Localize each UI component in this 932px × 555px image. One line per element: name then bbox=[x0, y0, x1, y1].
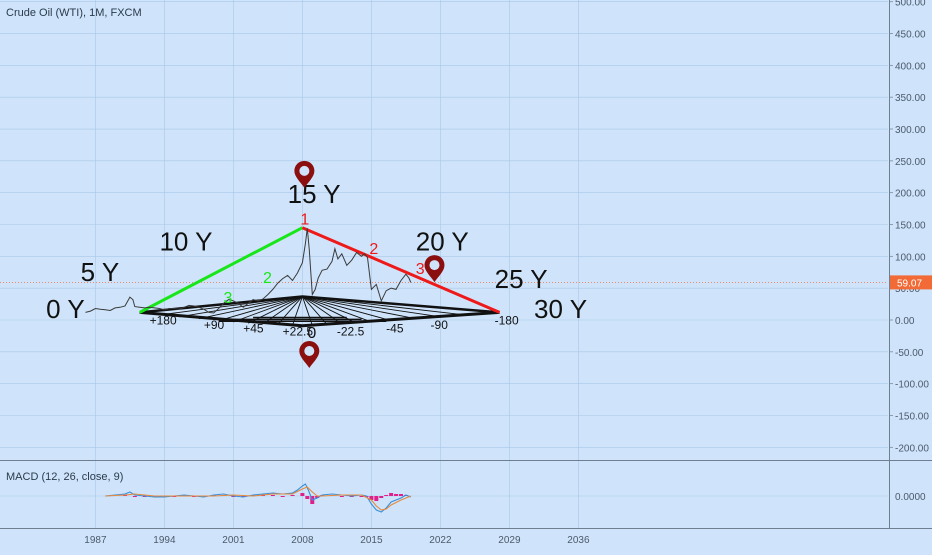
annotation-label: 0 bbox=[307, 325, 316, 342]
annotation-label: -90 bbox=[431, 318, 449, 332]
fan-ray bbox=[302, 296, 441, 318]
y-tick-label: -150.00 bbox=[895, 411, 929, 422]
symbol-title: Crude Oil (WTI), 1M, FXCM bbox=[6, 7, 142, 19]
annotation-label: 5 Y bbox=[81, 257, 120, 287]
x-tick-label: 1987 bbox=[84, 535, 107, 546]
macd-histogram-bar bbox=[359, 496, 364, 497]
annotation-label: +90 bbox=[204, 318, 225, 332]
y-tick-label: -100.00 bbox=[895, 380, 929, 391]
annotation-label: -45 bbox=[386, 322, 404, 336]
price-line bbox=[85, 228, 412, 314]
macd-histogram-bar bbox=[369, 496, 374, 500]
y-tick-label: 250.00 bbox=[895, 157, 926, 168]
macd-histogram-bar bbox=[398, 494, 403, 496]
fan-lower-edge bbox=[139, 310, 500, 328]
last-price-text: 59.07 bbox=[897, 278, 922, 289]
y-tick-label: 100.00 bbox=[895, 252, 926, 263]
pin-hole bbox=[304, 346, 315, 357]
annotation-label: +22.5 bbox=[283, 324, 314, 338]
annotation-label: +45 bbox=[243, 322, 264, 336]
macd-histogram-bar bbox=[389, 493, 394, 496]
y-tick-label: -200.00 bbox=[895, 443, 929, 454]
y-tick-label: 450.00 bbox=[895, 30, 926, 41]
y-tick-label: 350.00 bbox=[895, 93, 926, 104]
grid-lines bbox=[0, 0, 888, 528]
macd-histogram-bar bbox=[315, 496, 320, 498]
x-tick-label: 2015 bbox=[360, 535, 383, 546]
y-tick-label: -50.00 bbox=[895, 348, 924, 359]
annotation-label: 20 Y bbox=[416, 227, 469, 257]
fan-ray bbox=[302, 296, 372, 323]
pin-hole bbox=[299, 165, 310, 176]
macd-histogram-bar bbox=[270, 495, 275, 496]
annotation-label: 15 Y bbox=[288, 179, 341, 209]
drawing-overlays bbox=[139, 226, 501, 328]
y-tick-label: 300.00 bbox=[895, 125, 926, 136]
macd-histogram-bar bbox=[132, 496, 137, 497]
fan-ray bbox=[179, 296, 303, 318]
x-tick-label: 2029 bbox=[498, 535, 521, 546]
price-series bbox=[85, 228, 412, 314]
green-trend-line bbox=[139, 226, 304, 314]
red-trend-line bbox=[301, 226, 501, 314]
y-tick-label: 500.00 bbox=[895, 0, 926, 9]
location-pin-icon bbox=[294, 160, 315, 188]
annotation-label: 3 bbox=[416, 261, 425, 278]
fan-ray bbox=[292, 296, 303, 326]
fan-ray bbox=[198, 296, 303, 320]
macd-y-tick-label: 0.0000 bbox=[895, 492, 926, 503]
annotations: 0 Y 5 Y 10 Y 15 Y 20 Y 25 Y30 Y +180 +90 +45 +22.… bbox=[46, 160, 587, 369]
fan-ray bbox=[302, 296, 416, 320]
macd-histogram-bar bbox=[379, 496, 384, 498]
macd-label: MACD (12, 26, close, 9) bbox=[6, 471, 123, 483]
y-tick-label: 150.00 bbox=[895, 221, 926, 232]
macd-line bbox=[105, 483, 412, 513]
y-tick-label: 400.00 bbox=[895, 61, 926, 72]
annotation-label: 3 bbox=[224, 290, 233, 307]
annotation-label: 2 bbox=[369, 241, 378, 258]
macd-histogram-bar bbox=[305, 496, 310, 499]
macd-histogram-bar bbox=[339, 496, 344, 497]
fan-ray bbox=[302, 296, 392, 322]
annotation-label: 1 bbox=[300, 212, 309, 229]
fan-ray bbox=[218, 296, 303, 322]
macd-pane bbox=[105, 483, 412, 513]
pin-hole bbox=[429, 260, 440, 271]
macd-histogram-bar bbox=[290, 495, 295, 496]
x-tick-label: 2036 bbox=[567, 535, 590, 546]
location-pin-icon bbox=[299, 341, 320, 369]
y-tick-label: 50.00 bbox=[895, 284, 920, 295]
annotation-label: 2 bbox=[263, 270, 272, 287]
fan-upper-edge bbox=[139, 295, 500, 314]
annotation-label: -180 bbox=[495, 313, 519, 327]
macd-histogram-bar bbox=[384, 495, 389, 496]
macd-histogram-bar bbox=[280, 496, 285, 497]
macd-histogram-bar bbox=[394, 494, 399, 496]
last-price-badge bbox=[890, 275, 932, 290]
y-tick-label: 0.00 bbox=[895, 316, 915, 327]
macd-histogram-bar bbox=[374, 496, 379, 501]
annotation-label: +180 bbox=[150, 313, 177, 327]
annotation-label: 0 Y bbox=[46, 294, 85, 324]
x-tick-label: 2008 bbox=[291, 535, 314, 546]
annotation-label: 25 Y bbox=[495, 264, 548, 294]
signal-line bbox=[105, 486, 412, 511]
macd-histogram-bar bbox=[300, 493, 305, 496]
x-tick-label: 1994 bbox=[153, 535, 176, 546]
x-tick-label: 2001 bbox=[222, 535, 245, 546]
location-pin-icon bbox=[424, 255, 445, 283]
x-tick-label: 2022 bbox=[429, 535, 452, 546]
annotation-label: -22.5 bbox=[337, 324, 365, 338]
fan-ray bbox=[233, 296, 303, 323]
annotation-label: 10 Y bbox=[159, 227, 212, 257]
fan-ray bbox=[301, 296, 313, 326]
y-tick-label: 200.00 bbox=[895, 189, 926, 200]
annotation-label: 30 Y bbox=[534, 294, 587, 324]
